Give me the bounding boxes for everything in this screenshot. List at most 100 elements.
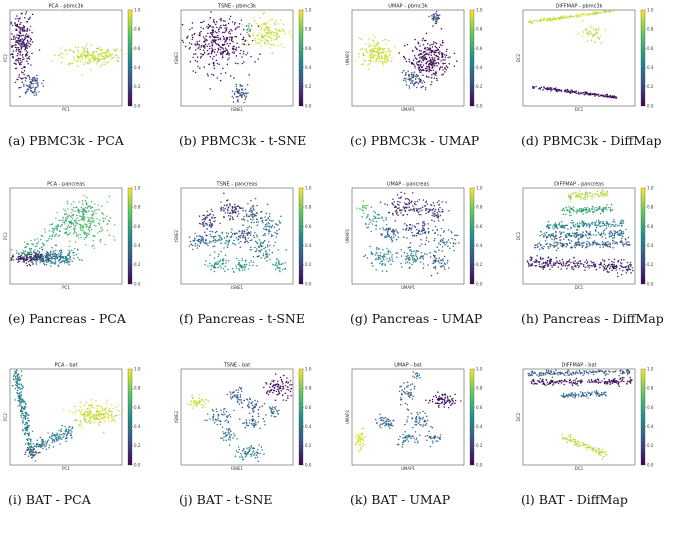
data-point xyxy=(599,234,602,236)
data-point xyxy=(612,223,614,226)
data-point xyxy=(208,219,211,221)
data-point xyxy=(402,206,405,208)
data-point xyxy=(275,236,278,238)
data-point xyxy=(404,262,407,264)
data-point xyxy=(585,231,588,234)
data-point xyxy=(550,264,552,266)
data-point xyxy=(278,263,281,266)
data-point xyxy=(19,257,22,260)
data-point xyxy=(211,264,213,267)
data-point xyxy=(596,243,598,246)
data-point xyxy=(411,80,413,82)
data-point xyxy=(404,202,406,204)
data-point xyxy=(438,242,440,244)
data-point xyxy=(18,260,20,263)
data-point xyxy=(63,228,65,230)
data-point xyxy=(387,235,389,238)
data-point xyxy=(401,71,404,74)
data-point xyxy=(267,221,270,224)
data-point xyxy=(428,231,430,233)
data-point xyxy=(405,84,408,86)
data-point xyxy=(426,46,429,49)
data-point xyxy=(200,223,202,225)
data-point xyxy=(579,190,581,192)
data-point xyxy=(239,246,242,248)
data-point xyxy=(369,221,371,224)
data-point xyxy=(29,84,31,86)
data-point xyxy=(240,94,242,97)
data-point xyxy=(420,86,423,89)
data-point xyxy=(396,231,398,233)
data-point xyxy=(608,231,611,233)
data-point xyxy=(616,241,618,244)
data-point xyxy=(252,234,255,237)
data-point xyxy=(420,207,422,209)
data-point xyxy=(242,236,244,239)
data-point xyxy=(218,253,220,256)
data-point xyxy=(376,50,378,53)
data-point xyxy=(587,265,589,268)
data-point xyxy=(262,253,264,255)
panel-caption: (f) Pancreas - t-SNE xyxy=(179,311,305,326)
data-point xyxy=(95,225,97,228)
data-point xyxy=(248,231,250,234)
data-point xyxy=(414,67,416,69)
data-point xyxy=(447,259,449,262)
data-point xyxy=(377,217,379,219)
data-point xyxy=(201,44,203,47)
data-point xyxy=(543,245,545,248)
data-point xyxy=(536,243,539,245)
data-point xyxy=(375,224,378,227)
data-point xyxy=(219,52,222,55)
data-point xyxy=(219,259,222,261)
data-point xyxy=(231,21,234,23)
data-point xyxy=(92,52,94,54)
data-point xyxy=(198,46,200,48)
data-point xyxy=(264,229,266,231)
data-point xyxy=(612,10,614,12)
data-point xyxy=(595,206,597,209)
data-point xyxy=(581,235,584,238)
data-point xyxy=(448,209,450,212)
data-point xyxy=(430,14,433,17)
data-point xyxy=(431,214,433,217)
data-point xyxy=(270,234,273,236)
data-point xyxy=(12,255,15,258)
data-point xyxy=(557,247,560,249)
data-point xyxy=(406,43,409,46)
data-point xyxy=(264,225,266,228)
data-point xyxy=(72,210,74,212)
data-point xyxy=(547,256,549,259)
data-point xyxy=(531,264,534,266)
data-point xyxy=(17,37,19,40)
data-point xyxy=(360,209,362,211)
data-point xyxy=(435,20,437,23)
data-point xyxy=(567,90,570,92)
data-point xyxy=(589,192,592,194)
data-point xyxy=(239,207,241,210)
data-point xyxy=(270,47,272,49)
data-point xyxy=(569,196,572,198)
data-point xyxy=(97,222,100,224)
colorbar-tick-label: 0.2 xyxy=(134,443,141,448)
data-point xyxy=(596,190,599,192)
data-point xyxy=(359,207,361,210)
data-point xyxy=(411,62,413,65)
data-point xyxy=(228,52,230,55)
data-point xyxy=(35,254,37,256)
data-point xyxy=(273,226,276,229)
data-point xyxy=(244,40,246,42)
data-point xyxy=(96,56,99,59)
data-point xyxy=(248,42,250,44)
data-point xyxy=(117,55,119,57)
data-point xyxy=(213,18,215,21)
data-point xyxy=(576,264,579,266)
data-point xyxy=(594,95,596,97)
data-point xyxy=(24,48,26,51)
data-point xyxy=(233,206,236,208)
data-point xyxy=(238,46,240,48)
data-point xyxy=(628,241,630,243)
data-point xyxy=(379,251,382,254)
data-point xyxy=(113,49,116,52)
colorbar-tick-label: 0.2 xyxy=(647,84,654,89)
